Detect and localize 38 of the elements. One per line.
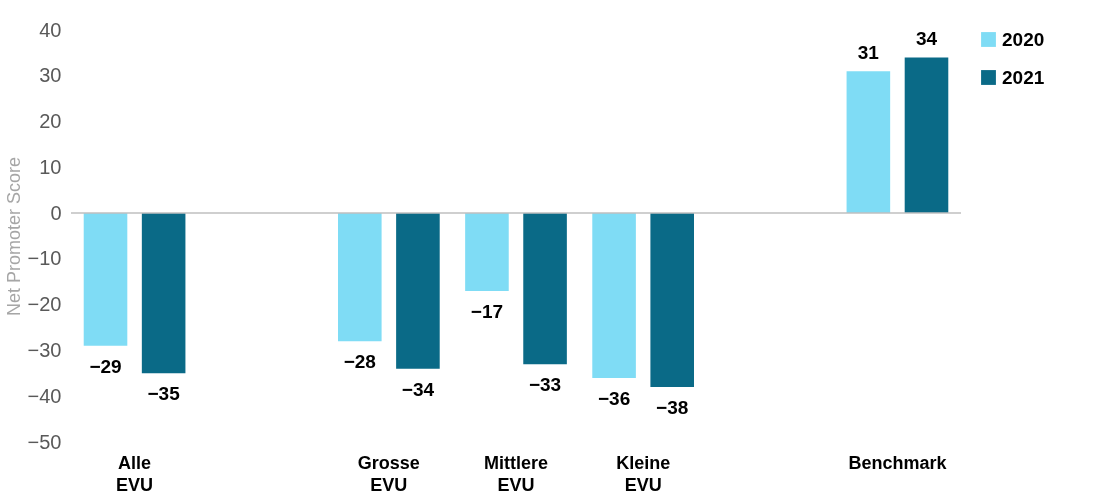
- bar: [465, 213, 509, 291]
- data-label: −33: [528, 374, 562, 396]
- y-tick-label: 20: [39, 110, 62, 133]
- data-label: −29: [89, 355, 122, 377]
- y-tick-label: 0: [50, 201, 62, 224]
- bar: [396, 213, 440, 369]
- y-tick-label: −40: [27, 384, 62, 407]
- legend-label: 2020: [1002, 28, 1045, 50]
- bar: [904, 57, 949, 214]
- bar: [141, 213, 186, 374]
- x-tick-label: Grosse EVU: [357, 452, 420, 495]
- y-tick-label: −10: [27, 247, 62, 270]
- legend-label: 2021: [1002, 66, 1045, 88]
- bar: [592, 213, 636, 378]
- data-label: 34: [915, 28, 938, 50]
- data-label: −28: [343, 351, 376, 373]
- bar: [338, 213, 382, 342]
- y-tick-label: −50: [27, 430, 62, 453]
- data-label: −17: [470, 300, 504, 322]
- x-tick-label: Benchmark: [848, 452, 948, 473]
- y-tick-label: 10: [39, 155, 62, 178]
- y-tick-label: 30: [39, 64, 62, 87]
- y-tick-label: 40: [39, 18, 62, 41]
- data-label: −35: [147, 383, 181, 405]
- data-label: −34: [401, 378, 435, 400]
- x-tick-label: Mittlere EVU: [483, 452, 549, 495]
- bar: [83, 213, 128, 346]
- x-tick-label: Alle EVU: [116, 452, 154, 495]
- data-label: 31: [857, 42, 880, 64]
- x-tick-label: Kleine EVU: [616, 452, 671, 495]
- bar: [650, 213, 694, 388]
- data-label: −36: [597, 387, 631, 409]
- y-tick-label: −30: [27, 338, 62, 361]
- bar: [846, 71, 891, 214]
- data-label: −38: [656, 397, 689, 419]
- y-axis-title: Net Promoter Score: [3, 156, 24, 317]
- bar: [523, 213, 567, 365]
- y-tick-label: −20: [27, 293, 62, 316]
